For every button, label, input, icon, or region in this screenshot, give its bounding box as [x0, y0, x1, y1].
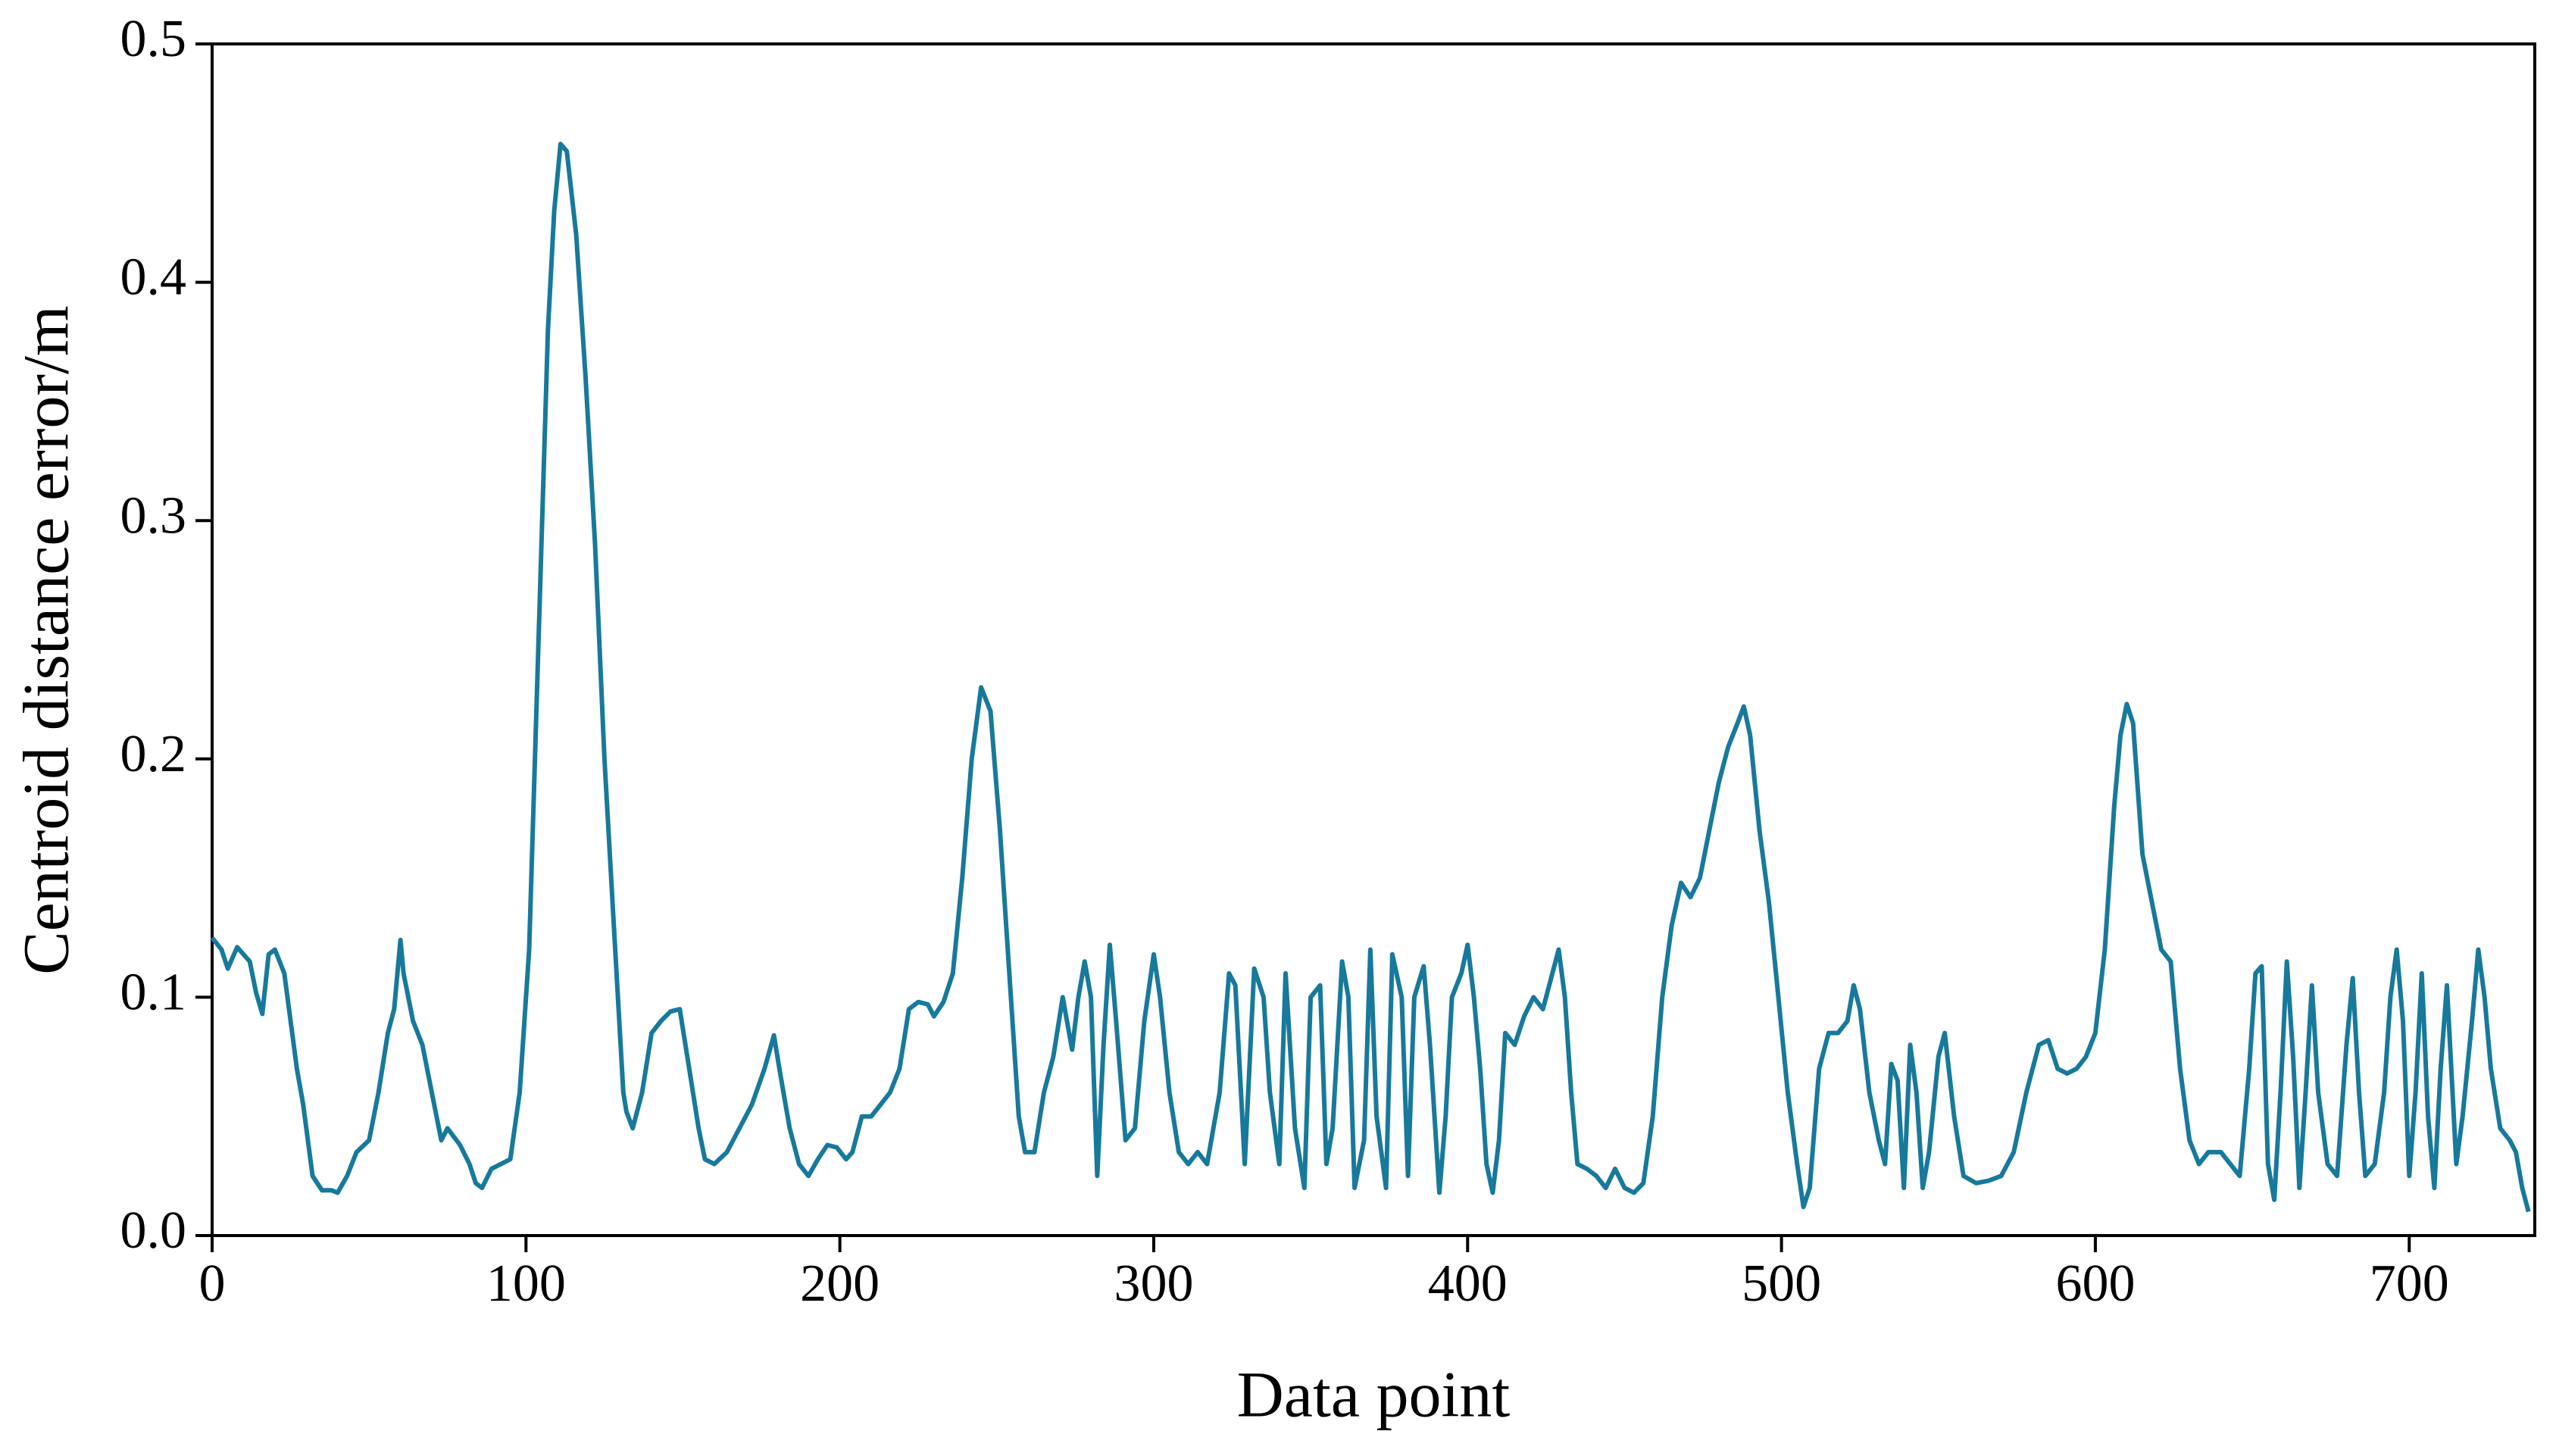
y-tick-label: 0.5	[120, 10, 187, 68]
x-tick-label: 400	[1428, 1254, 1508, 1313]
y-axis-title: Centroid distance error/m	[10, 305, 83, 975]
plot-frame	[211, 42, 2536, 1237]
x-tick-label: 100	[486, 1254, 566, 1313]
x-tick-label: 200	[800, 1254, 880, 1313]
y-tick-label: 0.0	[120, 1201, 187, 1260]
data-line	[210, 142, 2531, 1213]
x-axis-title: Data point	[1237, 1358, 1511, 1431]
y-tick-label: 0.2	[120, 725, 187, 783]
x-tick-label: 300	[1114, 1254, 1193, 1313]
x-tick-label: 500	[1742, 1254, 1821, 1313]
x-tick-label: 0	[199, 1254, 226, 1313]
x-tick-label: 700	[2370, 1254, 2449, 1313]
y-tick-label: 0.4	[120, 248, 187, 307]
y-tick-label: 0.3	[120, 486, 187, 545]
x-tick-label: 600	[2055, 1254, 2135, 1313]
y-tick-label: 0.1	[120, 963, 187, 1021]
